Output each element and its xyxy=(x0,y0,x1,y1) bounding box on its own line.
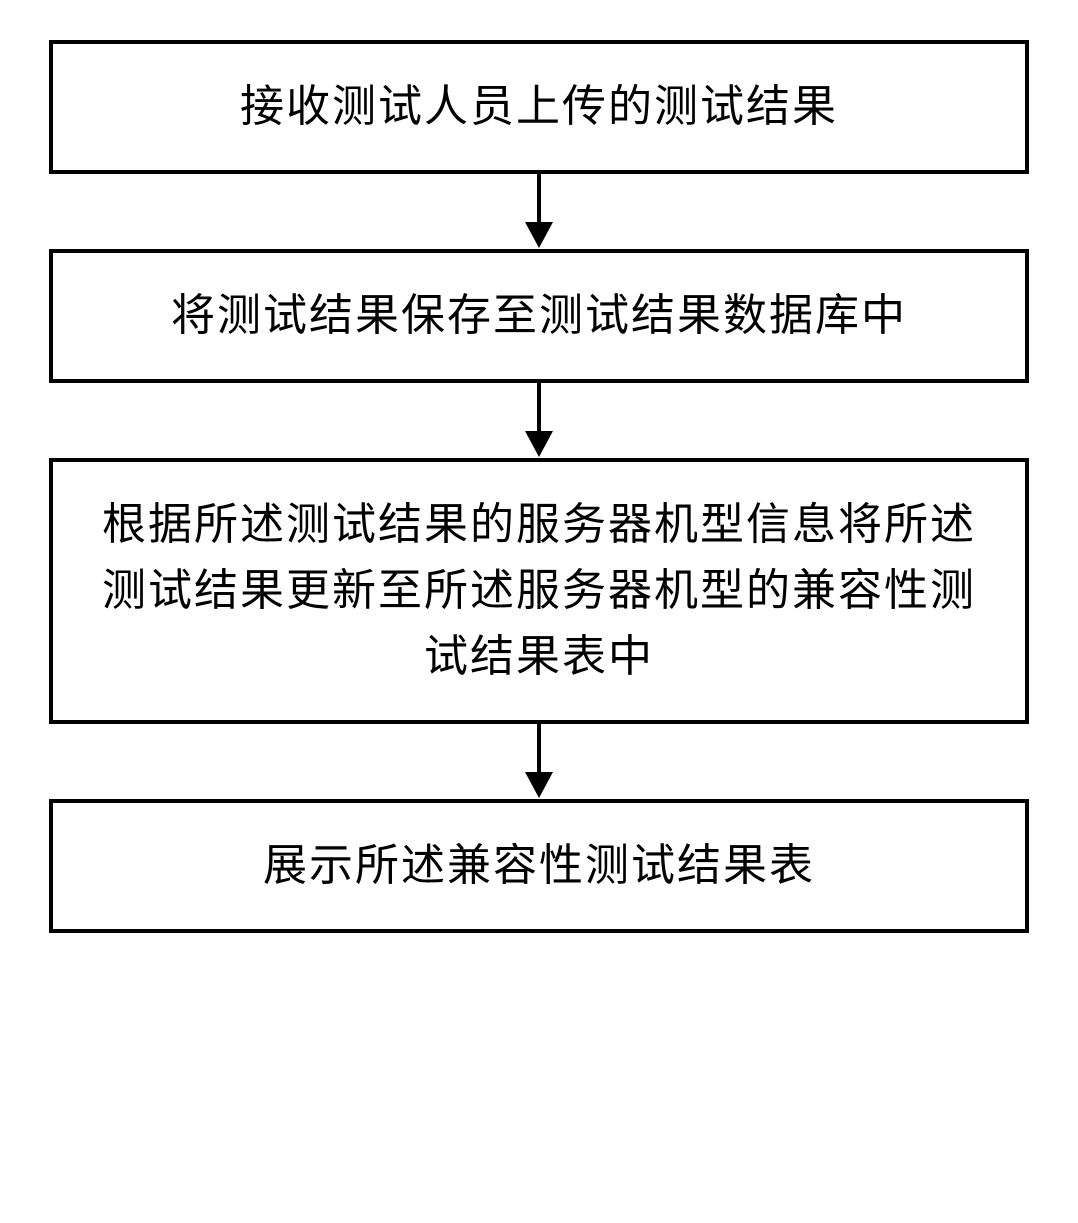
arrow-line xyxy=(537,383,541,431)
arrow-line xyxy=(537,724,541,772)
flow-step-4: 展示所述兼容性测试结果表 xyxy=(49,799,1029,933)
arrow-head-icon xyxy=(525,431,553,457)
flow-step-2: 将测试结果保存至测试结果数据库中 xyxy=(49,249,1029,383)
arrow-1-2 xyxy=(525,174,553,249)
flowchart-container: 接收测试人员上传的测试结果 将测试结果保存至测试结果数据库中 根据所述测试结果的… xyxy=(49,40,1029,933)
flow-step-1: 接收测试人员上传的测试结果 xyxy=(49,40,1029,174)
arrow-line xyxy=(537,174,541,222)
flow-step-4-text: 展示所述兼容性测试结果表 xyxy=(263,833,815,899)
flow-step-2-text: 将测试结果保存至测试结果数据库中 xyxy=(171,283,907,349)
arrow-head-icon xyxy=(525,222,553,248)
flow-step-3: 根据所述测试结果的服务器机型信息将所述测试结果更新至所述服务器机型的兼容性测试结… xyxy=(49,458,1029,724)
arrow-head-icon xyxy=(525,772,553,798)
arrow-2-3 xyxy=(525,383,553,458)
arrow-3-4 xyxy=(525,724,553,799)
flow-step-1-text: 接收测试人员上传的测试结果 xyxy=(240,74,838,140)
flow-step-3-text: 根据所述测试结果的服务器机型信息将所述测试结果更新至所述服务器机型的兼容性测试结… xyxy=(93,492,985,690)
